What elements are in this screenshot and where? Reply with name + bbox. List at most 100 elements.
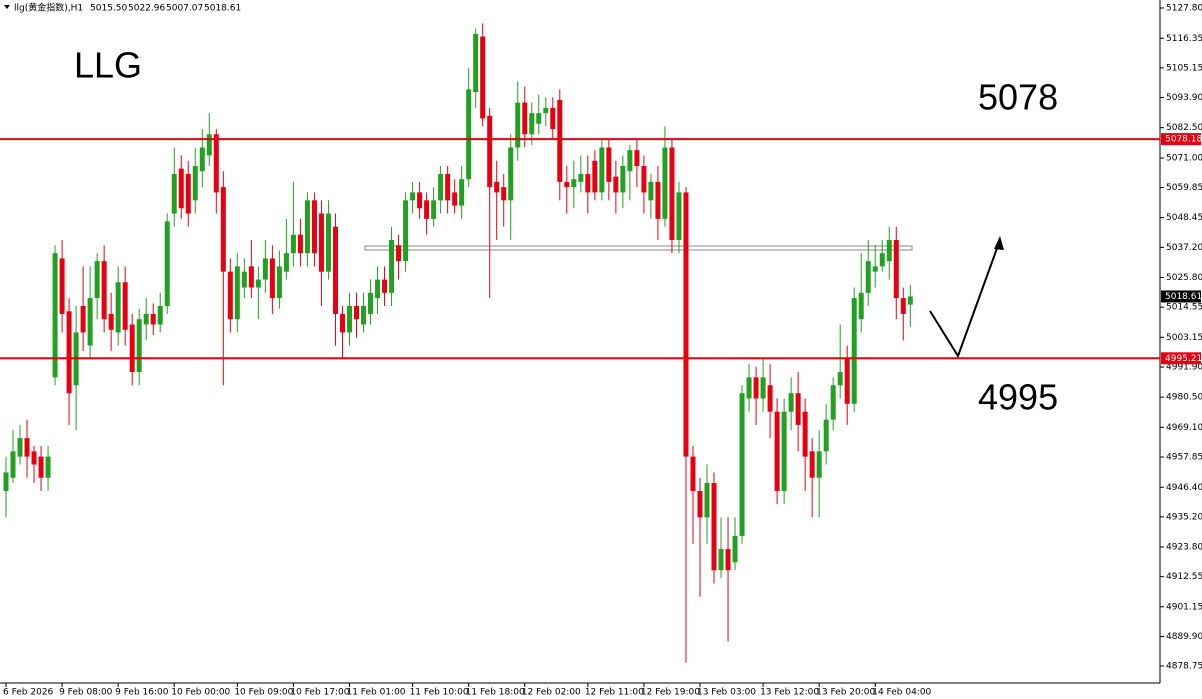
candle-body: [802, 411, 808, 457]
candle-body: [809, 451, 815, 478]
candle-body: [410, 192, 416, 201]
candle-body: [164, 221, 170, 307]
support-zone: [364, 245, 913, 251]
y-tick-label: 4991.90: [1166, 363, 1202, 373]
candle-body: [515, 102, 521, 148]
candle-body: [318, 213, 324, 272]
candle-body: [767, 385, 773, 412]
candle-body: [346, 306, 352, 333]
y-tick-label: 5116.35: [1166, 34, 1202, 44]
candle-body: [297, 234, 303, 254]
candle-body: [178, 168, 184, 209]
candle-body: [283, 253, 289, 272]
candle-body: [354, 306, 359, 320]
y-tick-label: 4912.55: [1166, 572, 1202, 582]
menu-icon: [4, 5, 10, 9]
x-tick-label: 12 Feb 19:00: [641, 688, 700, 698]
candle-body: [529, 113, 535, 135]
y-tick-label: 5003.15: [1166, 333, 1202, 343]
candle-body: [851, 298, 857, 404]
x-tick-label: 14 Feb 04:00: [872, 688, 931, 698]
candle-body: [613, 176, 619, 193]
candle-body: [417, 192, 423, 209]
candle-body: [585, 173, 591, 193]
level-label-box: [1161, 133, 1201, 146]
candle-body: [311, 200, 317, 254]
level-label: 5078.18: [1165, 135, 1202, 145]
candle-body: [508, 147, 514, 201]
candle-body: [725, 549, 731, 571]
candle-body: [94, 261, 100, 299]
annotation: LLG: [74, 45, 142, 86]
candle-body: [823, 419, 829, 452]
candle-body: [24, 438, 30, 457]
candle-body: [844, 358, 850, 404]
candle-body: [403, 200, 409, 262]
candle-body: [171, 173, 177, 214]
level-label-box: [1161, 352, 1201, 365]
header-close: 5018.61: [204, 4, 241, 14]
candle-body: [774, 411, 780, 491]
candle-body: [522, 102, 528, 135]
candle-body: [690, 456, 696, 491]
y-tick-label: 5071.00: [1166, 154, 1202, 164]
candle-body: [550, 107, 556, 130]
candle-body: [227, 271, 233, 320]
candle-body: [571, 179, 577, 188]
price-label: 5018.61: [1165, 292, 1202, 302]
y-tick-label: 5093.90: [1166, 93, 1202, 103]
candle-body: [304, 200, 310, 254]
candle-body: [262, 258, 268, 280]
candle-body: [557, 99, 563, 182]
candle-body: [255, 279, 261, 288]
candle-body: [431, 200, 437, 219]
candle-body: [501, 187, 507, 201]
candle-body: [641, 165, 647, 193]
candle-body: [907, 296, 913, 305]
y-tick-label: 5127.80: [1166, 4, 1202, 14]
candle-body: [80, 306, 86, 333]
candle-body: [816, 451, 822, 478]
candle-body: [627, 150, 633, 172]
x-tick-label: 9 Feb 16:00: [115, 688, 169, 698]
candle-body: [662, 147, 668, 219]
header-high: 5022.96: [128, 4, 165, 14]
candle-body: [599, 147, 605, 193]
candle-body: [459, 179, 465, 206]
candle-body: [31, 451, 37, 465]
x-tick-label: 10 Feb 00:00: [171, 688, 230, 698]
candle-body: [466, 89, 472, 180]
candle-body: [900, 298, 906, 314]
candle-body: [108, 313, 114, 330]
candle-body: [865, 261, 871, 293]
candle-body: [241, 271, 247, 288]
candle-body: [788, 393, 794, 412]
candle-body: [718, 549, 724, 571]
candle-body: [606, 147, 612, 182]
candle-body: [753, 377, 759, 399]
candle-body: [592, 160, 598, 193]
header-low: 5007.07: [166, 4, 203, 14]
annotation: 5078: [978, 77, 1058, 118]
y-tick-label: 4889.90: [1166, 632, 1202, 642]
candle-body: [739, 393, 745, 536]
candle-body: [59, 258, 65, 314]
candle-body: [473, 33, 479, 93]
candle-body: [396, 245, 402, 262]
level-label: 4995.21: [1165, 354, 1202, 364]
x-tick-label: 12 Feb 02:00: [522, 688, 581, 698]
candle-body: [220, 187, 226, 272]
candle-body: [361, 306, 367, 325]
y-tick-label: 5014.55: [1166, 303, 1202, 313]
candle-body: [760, 377, 766, 399]
x-tick-label: 10 Feb 09:00: [234, 688, 293, 698]
y-tick-label: 5025.80: [1166, 273, 1202, 283]
y-tick-label: 4980.50: [1166, 393, 1202, 403]
candle-body: [620, 165, 626, 193]
candle-body: [206, 134, 212, 156]
candle-body: [389, 239, 395, 293]
candle-body: [382, 279, 388, 293]
candle-body: [332, 226, 338, 314]
candle-body: [339, 313, 345, 333]
